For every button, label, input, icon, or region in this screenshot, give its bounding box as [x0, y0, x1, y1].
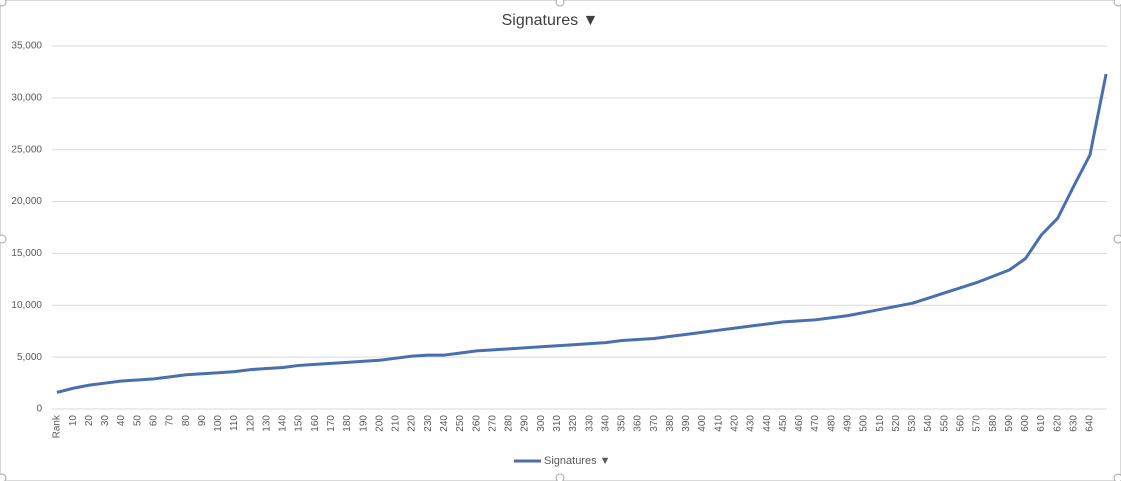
x-tick-label: 300 [536, 415, 547, 432]
x-tick-label: 270 [487, 415, 498, 432]
y-tick-label: 0 [36, 404, 42, 415]
x-tick-label: 60 [148, 415, 159, 427]
x-tick-label: 260 [471, 415, 482, 432]
x-tick-label: 620 [1052, 415, 1063, 432]
x-tick-label: 240 [439, 415, 450, 432]
x-tick-label: 460 [794, 415, 805, 432]
x-tick-label: 640 [1085, 415, 1096, 432]
y-tick-label: 5,000 [17, 352, 42, 363]
x-tick-label: 340 [600, 415, 611, 432]
x-tick-label: 450 [778, 415, 789, 432]
x-tick-label: 160 [310, 415, 321, 432]
x-tick-label: 430 [746, 415, 757, 432]
x-tick-label: 360 [633, 415, 644, 432]
x-tick-label: 610 [1036, 415, 1047, 432]
x-tick-label: 250 [455, 415, 466, 432]
y-tick-label: 15,000 [11, 248, 42, 259]
x-tick-label: 470 [810, 415, 821, 432]
x-tick-label: 420 [730, 415, 741, 432]
x-tick-label: 410 [713, 415, 724, 432]
x-tick-label: 30 [100, 415, 111, 427]
x-tick-label: 90 [197, 415, 208, 427]
series-line [56, 73, 1108, 394]
y-tick-label: 35,000 [11, 41, 42, 52]
x-tick-label: 120 [245, 415, 256, 432]
y-tick-label: 10,000 [11, 300, 42, 311]
x-tick-label: 350 [617, 415, 628, 432]
x-tick-label: 560 [955, 415, 966, 432]
x-tick-label: 480 [826, 415, 837, 432]
x-tick-label: 20 [84, 415, 95, 427]
x-tick-label: 190 [358, 415, 369, 432]
x-tick-label: 210 [391, 415, 402, 432]
x-tick-label: 330 [584, 415, 595, 432]
x-tick-label: 380 [665, 415, 676, 432]
x-tick-label: 170 [326, 415, 337, 432]
x-tick-label: 80 [181, 415, 192, 427]
y-tick-label: 30,000 [11, 92, 42, 103]
y-tick-label: 25,000 [11, 144, 42, 155]
x-tick-label: 570 [972, 415, 983, 432]
x-tick-label: 130 [261, 415, 272, 432]
x-tick-label: 280 [504, 415, 515, 432]
x-tick-label: 440 [762, 415, 773, 432]
x-tick-label: 500 [859, 415, 870, 432]
x-tick-label: 310 [552, 415, 563, 432]
chart-title: Signatures ▼ [502, 12, 599, 29]
x-tick-label: 600 [1020, 415, 1031, 432]
x-tick-label: 550 [939, 415, 950, 432]
x-tick-label: 540 [923, 415, 934, 432]
y-tick-label: 20,000 [11, 196, 42, 207]
x-tick-label: 10 [68, 415, 79, 427]
x-tick-label: 590 [1004, 415, 1015, 432]
x-tick-label: Rank [52, 414, 63, 438]
x-tick-label: 220 [407, 415, 418, 432]
x-tick-label: 530 [907, 415, 918, 432]
x-tick-label: 110 [229, 415, 240, 431]
legend-label: Signatures ▼ [544, 455, 611, 467]
x-tick-label: 580 [988, 415, 999, 432]
x-tick-label: 510 [875, 415, 886, 432]
x-tick-label: 400 [697, 415, 708, 432]
x-tick-label: 520 [891, 415, 902, 432]
x-tick-label: 40 [116, 415, 127, 427]
x-tick-label: 140 [278, 415, 289, 432]
x-tick-label: 370 [649, 415, 660, 432]
x-tick-label: 70 [165, 415, 176, 427]
x-tick-label: 200 [374, 415, 385, 432]
x-tick-label: 290 [520, 415, 531, 432]
x-tick-label: 180 [342, 415, 353, 432]
x-tick-label: 390 [681, 415, 692, 432]
x-tick-label: 490 [843, 415, 854, 432]
x-tick-label: 630 [1068, 415, 1079, 432]
x-tick-label: 50 [132, 415, 143, 427]
x-tick-label: 150 [294, 415, 305, 432]
x-tick-label: 320 [568, 415, 579, 432]
x-tick-label: 100 [213, 415, 224, 432]
x-tick-label: 230 [423, 415, 434, 432]
